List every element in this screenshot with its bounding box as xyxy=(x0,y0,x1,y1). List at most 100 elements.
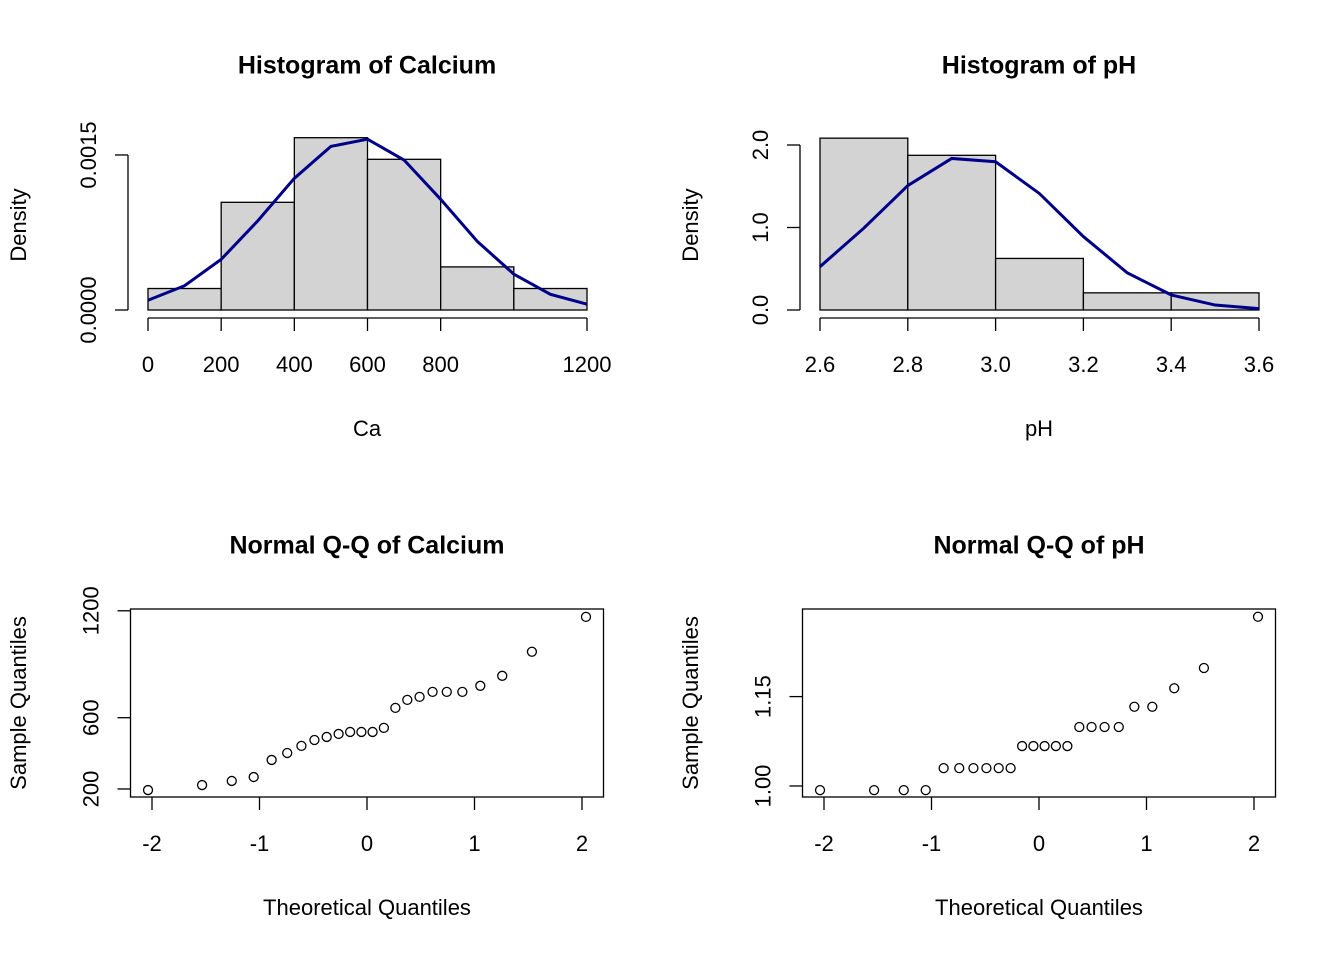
point xyxy=(1252,611,1264,622)
point xyxy=(266,754,277,766)
y-tick-label: 0.0015 xyxy=(76,121,101,188)
point xyxy=(968,762,979,774)
point xyxy=(427,686,438,698)
bar xyxy=(366,158,442,311)
x-tick-label: 0 xyxy=(142,352,154,377)
y-tick-label: 1.0 xyxy=(748,212,773,243)
point xyxy=(954,762,965,774)
point xyxy=(920,784,931,796)
point xyxy=(1039,740,1050,752)
x-tick-label: 0 xyxy=(1033,831,1045,856)
panel-title: Histogram of Calcium xyxy=(238,52,496,80)
x-tick-label: 1 xyxy=(468,831,480,856)
x-tick-label: 600 xyxy=(349,352,386,377)
point xyxy=(1147,701,1158,712)
y-tick-label: 0.0000 xyxy=(76,276,101,343)
bar xyxy=(819,137,909,311)
x-tick-label: 0 xyxy=(361,831,373,856)
point xyxy=(1016,740,1028,752)
y-axis-label: Sample Quantiles xyxy=(6,616,31,790)
point xyxy=(282,747,293,759)
point xyxy=(1086,721,1097,733)
point xyxy=(1129,701,1140,712)
x-tick-label: 3.2 xyxy=(1068,352,1099,377)
x-tick-label: -1 xyxy=(250,831,270,856)
point xyxy=(526,646,538,657)
y-tick-label: 1200 xyxy=(78,586,103,635)
density-curve xyxy=(819,156,1260,311)
point xyxy=(441,686,452,698)
point xyxy=(309,734,320,746)
x-tick-label: 2.6 xyxy=(805,352,836,377)
point xyxy=(457,686,468,698)
x-tick-label: 200 xyxy=(203,352,240,377)
point xyxy=(296,740,307,752)
panel-title: Normal Q-Q of Calcium xyxy=(229,532,504,560)
point xyxy=(414,691,425,703)
plot-frame xyxy=(129,608,605,798)
y-tick-label: 1.15 xyxy=(750,675,775,718)
x-tick-label: 1200 xyxy=(563,352,612,377)
y-tick-label: 0.0 xyxy=(748,295,773,326)
point xyxy=(1113,721,1124,733)
bar xyxy=(513,287,588,311)
point xyxy=(580,611,592,622)
point xyxy=(390,702,401,714)
bar xyxy=(440,266,515,311)
y-tick-label: 2.0 xyxy=(748,130,773,161)
point xyxy=(814,784,826,796)
x-tick-label: 3.4 xyxy=(1156,352,1187,377)
point xyxy=(367,726,378,738)
x-tick-label: 400 xyxy=(276,352,313,377)
panel-title: Normal Q-Q of pH xyxy=(933,532,1144,560)
x-tick-label: 2 xyxy=(576,831,588,856)
y-tick-label: 600 xyxy=(78,699,103,736)
point xyxy=(344,726,356,738)
x-tick-label: 800 xyxy=(422,352,459,377)
point xyxy=(497,670,508,681)
x-axis-label: pH xyxy=(1025,416,1053,441)
y-axis-label: Density xyxy=(6,188,31,261)
x-tick-label: 2 xyxy=(1248,831,1260,856)
bar xyxy=(293,137,369,311)
point xyxy=(1050,740,1062,752)
plot-frame xyxy=(801,608,1277,798)
x-axis-label: Theoretical Quantiles xyxy=(263,895,471,920)
y-tick-label: 200 xyxy=(78,771,103,808)
point xyxy=(1028,740,1039,752)
panel-title: Histogram of pH xyxy=(942,52,1136,80)
point xyxy=(378,722,390,734)
point xyxy=(333,728,344,740)
point xyxy=(356,726,367,738)
density-curve xyxy=(147,137,588,306)
point xyxy=(868,784,880,796)
point xyxy=(402,694,413,706)
x-tick-label: -2 xyxy=(814,831,834,856)
bar xyxy=(1082,292,1172,311)
point xyxy=(993,762,1004,774)
bar xyxy=(220,201,295,311)
y-axis-label: Sample Quantiles xyxy=(678,616,703,790)
x-axis-label: Ca xyxy=(353,416,382,441)
point xyxy=(981,762,992,774)
point xyxy=(1005,762,1016,774)
x-tick-label: -2 xyxy=(142,831,162,856)
point xyxy=(1074,721,1085,733)
point xyxy=(1099,721,1110,733)
point xyxy=(142,784,154,796)
point xyxy=(248,771,259,783)
x-tick-label: 2.8 xyxy=(893,352,924,377)
bar xyxy=(147,287,222,311)
point xyxy=(1198,662,1210,674)
x-axis-label: Theoretical Quantiles xyxy=(935,895,1143,920)
y-axis-label: Density xyxy=(678,188,703,261)
point xyxy=(938,762,949,774)
x-tick-label: 1 xyxy=(1140,831,1152,856)
x-tick-label: -1 xyxy=(922,831,942,856)
bar xyxy=(994,257,1085,311)
point xyxy=(321,731,332,743)
point xyxy=(196,779,208,791)
point xyxy=(898,784,909,796)
point xyxy=(1062,740,1073,752)
